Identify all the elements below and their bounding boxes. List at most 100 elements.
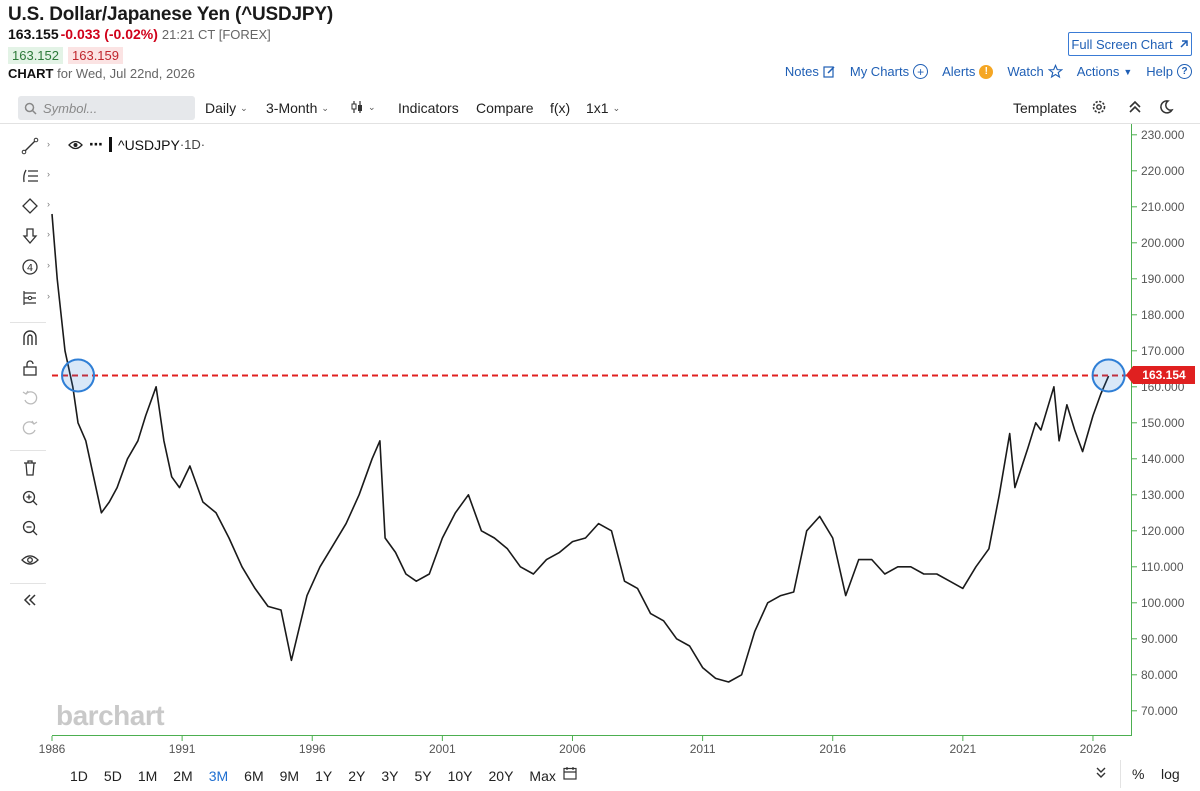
alerts-link[interactable]: Alerts! <box>942 64 994 79</box>
settings-button[interactable] <box>1091 99 1107 115</box>
zoom-out-tool[interactable] <box>18 516 42 540</box>
actions-link[interactable]: Actions ▼ <box>1077 64 1133 79</box>
current-price-tag: 163.154 <box>1126 366 1195 385</box>
trend-line-tool[interactable]: › <box>18 134 50 158</box>
delete-tool[interactable] <box>18 456 42 480</box>
y-tick-label: 150.000 <box>1141 415 1185 430</box>
range-button-1y[interactable]: 1Y <box>315 768 333 784</box>
x-tick-label: 2026 <box>1079 742 1107 756</box>
zoom-in-tool[interactable] <box>18 486 42 510</box>
range-button-max[interactable]: Max <box>529 768 556 784</box>
range-button-1d[interactable]: 1D <box>70 768 88 784</box>
collapse-icon <box>1129 100 1141 113</box>
templates-button[interactable]: Templates <box>1013 100 1077 116</box>
percent-toggle[interactable]: % <box>1132 766 1145 782</box>
external-arrow-icon <box>1180 39 1188 48</box>
range-button-9m[interactable]: 9M <box>279 768 300 784</box>
period-label: 3-Month <box>266 100 318 116</box>
shape-icon <box>22 198 38 214</box>
redo-tool[interactable] <box>18 416 42 440</box>
price-change: -0.033 (-0.02%) <box>60 26 158 42</box>
indicators-button[interactable]: Indicators <box>398 100 459 116</box>
collapse-tools-button[interactable] <box>18 588 42 612</box>
collapse-button[interactable] <box>1128 99 1142 115</box>
chevron-down-icon: ▼ <box>1123 66 1133 77</box>
compare-button[interactable]: Compare <box>476 100 534 116</box>
full-screen-label: Full Screen Chart <box>1071 36 1173 52</box>
range-button-2y[interactable]: 2Y <box>348 768 366 784</box>
candle-icon <box>351 101 362 113</box>
chevron-right-icon: › <box>47 169 50 179</box>
fib-tool[interactable]: › <box>18 164 50 188</box>
arrow-tool[interactable]: › <box>18 224 50 248</box>
chevron-down-icon: ⌄ <box>368 101 376 112</box>
my-charts-link[interactable]: My Charts + <box>849 64 929 79</box>
symbol-search[interactable]: Symbol... <box>18 96 195 120</box>
shape-tool[interactable]: › <box>18 194 50 218</box>
y-tick-label: 120.000 <box>1141 523 1185 538</box>
magnet-tool[interactable] <box>18 326 42 350</box>
watch-link[interactable]: Watch <box>1007 64 1063 79</box>
notes-link[interactable]: Notes <box>785 64 836 79</box>
x-tick-label: 2006 <box>559 742 586 756</box>
counter-tool[interactable]: 4 › <box>18 255 50 279</box>
undo-tool[interactable] <box>18 386 42 410</box>
notes-label: Notes <box>784 64 819 79</box>
range-button-10y[interactable]: 10Y <box>447 768 473 784</box>
chevron-right-icon: › <box>47 291 50 301</box>
interval-dropdown[interactable]: Daily ⌄ <box>205 100 248 116</box>
y-tick-label: 100.000 <box>1141 595 1185 610</box>
period-dropdown[interactable]: 3-Month ⌄ <box>266 100 329 116</box>
range-button-6m[interactable]: 6M <box>244 768 264 784</box>
eye-icon[interactable] <box>68 139 83 151</box>
chart-type-dropdown[interactable]: ⌄ <box>350 100 376 114</box>
expand-button[interactable] <box>1095 766 1107 783</box>
svg-text:4: 4 <box>27 263 33 274</box>
y-tick-label: 80.000 <box>1141 667 1178 682</box>
trend-line-icon <box>21 137 39 155</box>
chart-label: CHART <box>8 66 54 81</box>
chevron-down-icon: ⌄ <box>612 102 621 113</box>
quote-line: 163.155 -0.033 (-0.02%) 21:21 CT [FOREX] <box>8 26 271 42</box>
range-button-5d[interactable]: 5D <box>103 768 122 784</box>
range-button-3y[interactable]: 3Y <box>381 768 399 784</box>
layers-icon <box>23 291 36 305</box>
log-toggle[interactable]: log <box>1161 766 1180 782</box>
barchart-watermark: barchart <box>56 700 165 731</box>
price-axis[interactable]: 70.000 80.000 90.000 100.000 110.000 120.000 1… <box>1133 124 1200 736</box>
search-placeholder: Symbol... <box>43 100 98 116</box>
gear-icon <box>1092 100 1106 114</box>
bid-ask: 163.152 163.159 <box>8 47 123 64</box>
plot-area[interactable] <box>52 124 1132 736</box>
plus-icon: + <box>913 64 929 79</box>
legend-interval: ·1D· <box>179 137 206 152</box>
bid-price: 163.152 <box>8 47 63 64</box>
range-button-1m[interactable]: 1M <box>137 768 158 784</box>
help-link[interactable]: Help? <box>1146 64 1192 79</box>
full-screen-chart-button[interactable]: Full Screen Chart <box>1068 32 1192 56</box>
range-button-3m[interactable]: 3M <box>208 768 229 784</box>
range-button-5y[interactable]: 5Y <box>414 768 432 784</box>
moon-icon <box>1160 100 1174 114</box>
lock-icon <box>23 360 37 376</box>
range-button-20y[interactable]: 20Y <box>488 768 514 784</box>
my-charts-label: My Charts <box>849 64 910 79</box>
fx-button[interactable]: f(x) <box>550 100 571 116</box>
visibility-tool[interactable] <box>18 548 42 572</box>
dark-mode-button[interactable] <box>1158 99 1174 115</box>
interval-label: Daily <box>205 100 237 116</box>
more-icon[interactable]: ⋯ <box>89 136 103 152</box>
chevron-double-down-icon <box>1096 767 1106 778</box>
undo-icon <box>22 390 38 405</box>
chart-toolbar: Symbol... Daily ⌄ 3-Month ⌄ ⌄ Indicators C… <box>0 92 1200 124</box>
layout-dropdown[interactable]: 1x1 ⌄ <box>586 100 620 116</box>
range-button-2m[interactable]: 2M <box>173 768 193 784</box>
layers-tool[interactable]: › <box>18 286 50 310</box>
watch-label: Watch <box>1007 64 1044 79</box>
alert-icon: ! <box>979 64 994 79</box>
date-range-button[interactable] <box>563 766 577 783</box>
lock-tool[interactable] <box>18 356 42 380</box>
y-tick-label: 140.000 <box>1141 451 1185 466</box>
tool-divider <box>10 583 46 584</box>
